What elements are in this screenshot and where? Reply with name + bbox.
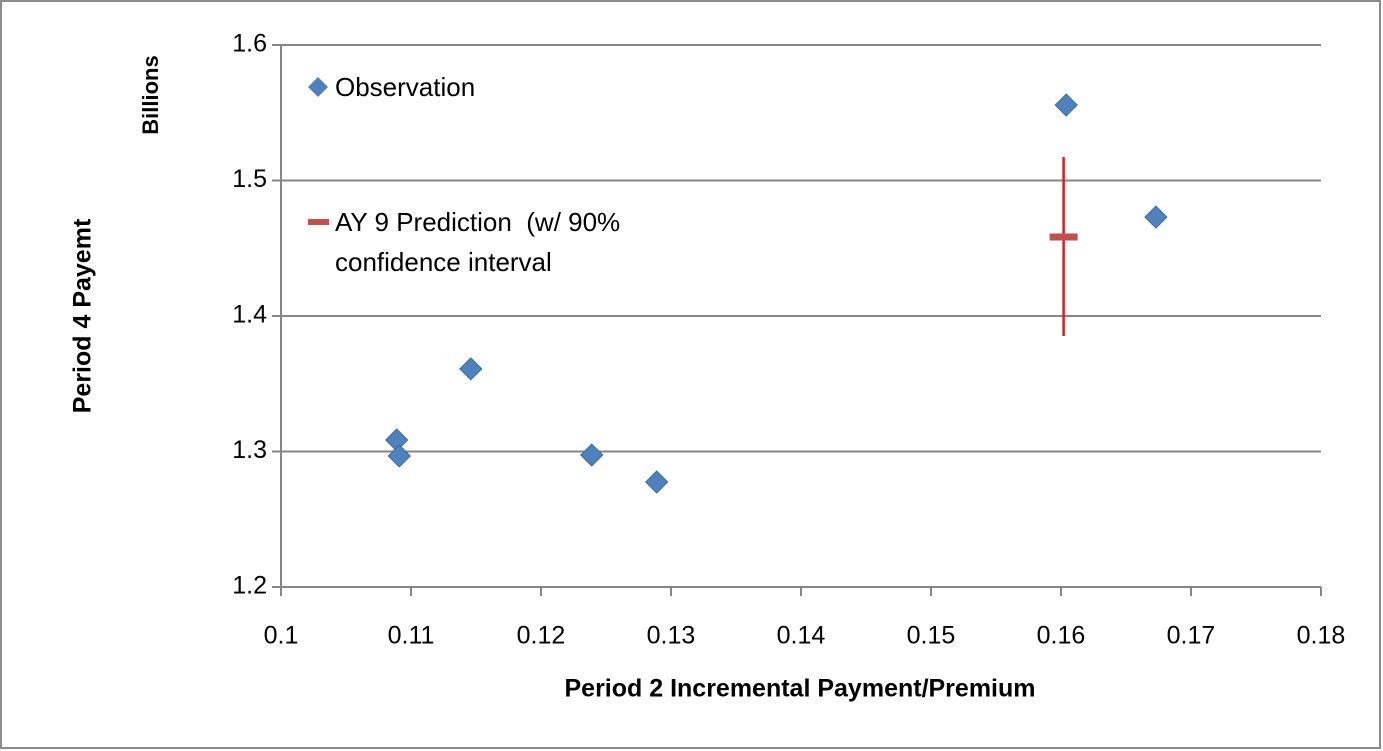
legend-label: Observation (335, 72, 476, 102)
y-axis-title: Period 4 Payemt (69, 218, 97, 413)
x-tick-label: 0.17 (1167, 622, 1216, 650)
legend-marker (308, 77, 328, 97)
x-tick-label: 0.12 (517, 622, 566, 650)
x-tick-label: 0.11 (388, 622, 435, 650)
point (459, 357, 483, 381)
x-axis-title: Period 2 Incremental Payment/Premium (564, 675, 1035, 703)
x-tick-label: 0.18 (1297, 622, 1346, 650)
point (387, 444, 412, 468)
y-tick-label: 1.3 (232, 436, 267, 464)
point (579, 443, 604, 467)
y-tick-label: 1.6 (232, 30, 267, 58)
point (644, 470, 669, 494)
x-tick-label: 0.1 (264, 622, 299, 650)
legend-label: AY 9 Prediction (w/ 90% confidence inter… (335, 207, 628, 277)
point (1054, 93, 1078, 117)
y-tick-label: 1.2 (232, 572, 267, 600)
y-unit-label: Billions (138, 55, 163, 134)
x-tick-label: 0.15 (907, 622, 956, 650)
point (1144, 205, 1168, 229)
y-tick-label: 1.4 (232, 301, 267, 329)
x-tick-label: 0.14 (777, 622, 826, 650)
x-tick-label: 0.13 (647, 622, 696, 650)
y-tick-label: 1.5 (232, 165, 267, 193)
x-tick-label: 0.16 (1037, 622, 1086, 650)
